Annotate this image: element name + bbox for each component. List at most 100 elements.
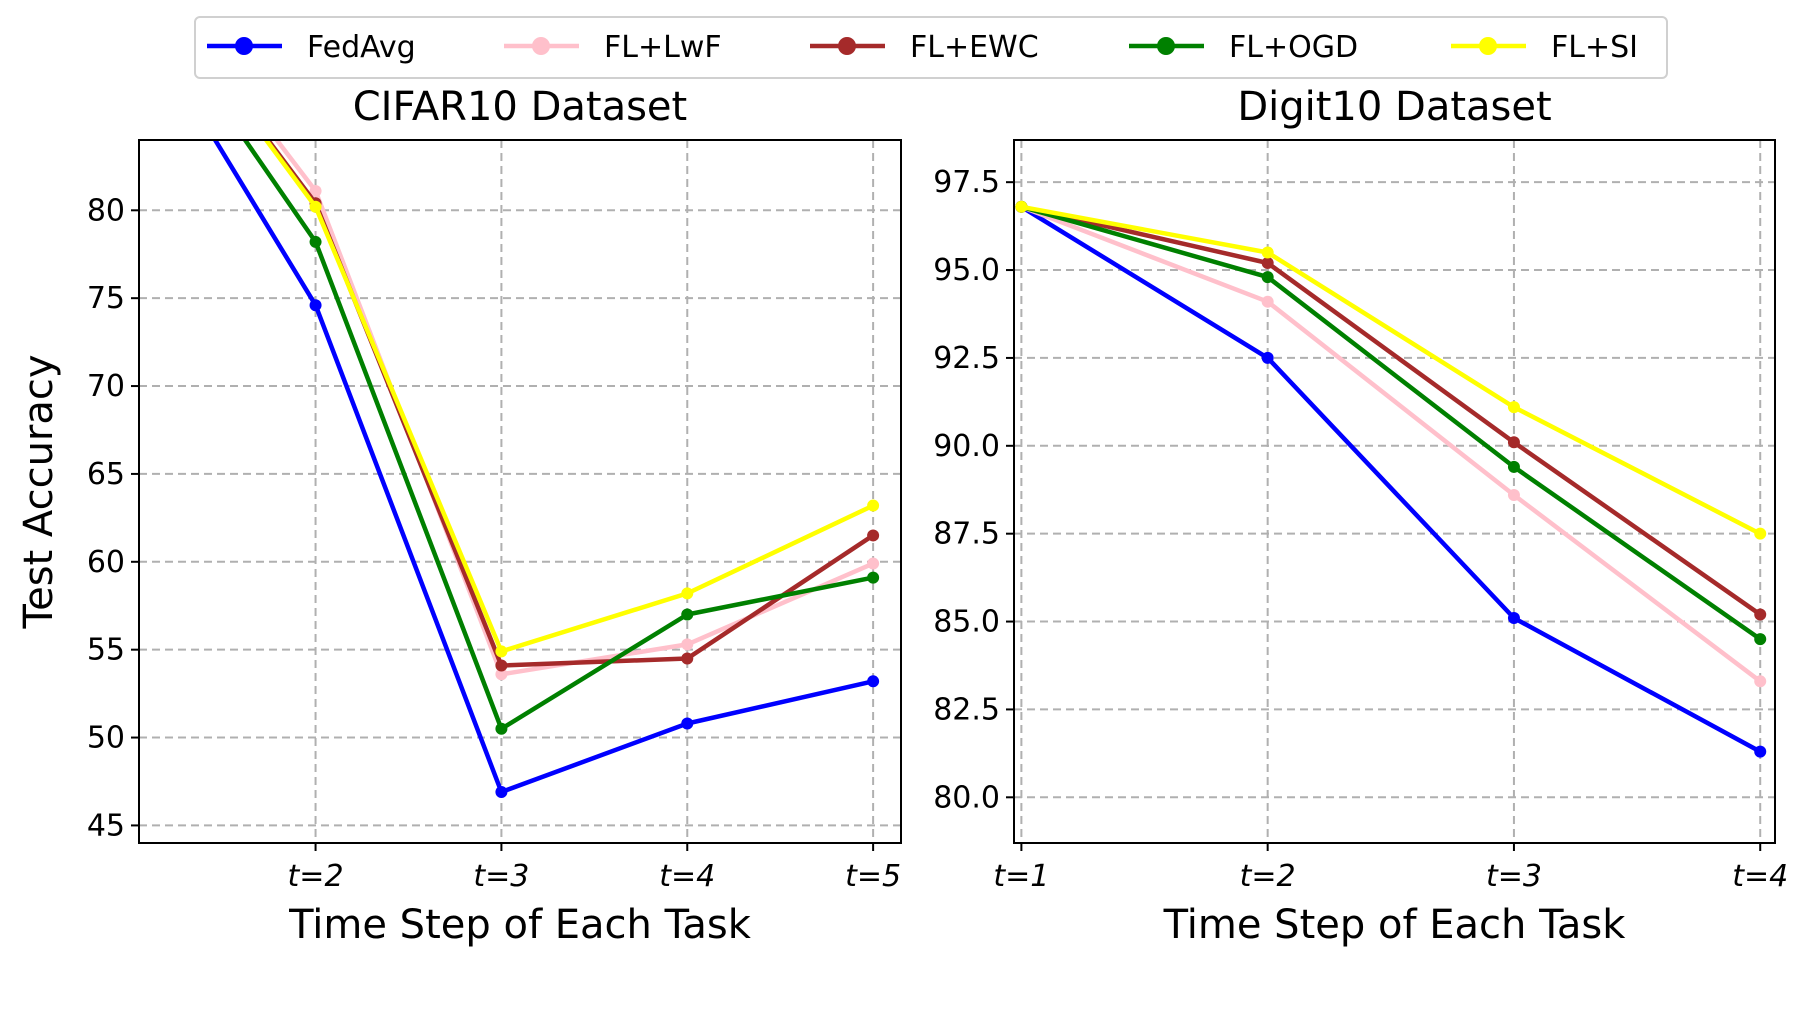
y-tick-label: 95.0 — [933, 253, 1000, 288]
data-point-fl-lwf — [495, 668, 508, 681]
data-point-fl-ogd — [681, 608, 694, 621]
data-point-fl-lwf — [681, 638, 694, 651]
data-point-fl-si — [867, 499, 880, 512]
data-point-fl-ewc — [1507, 436, 1520, 449]
series-fl-si — [1015, 200, 1767, 540]
y-tick-label: 97.5 — [933, 165, 1000, 200]
series-fl-si — [263, 140, 880, 658]
series-fl-ogd — [242, 140, 880, 735]
legend-swatch-marker — [235, 37, 253, 55]
x-axis: t=1 t=2 t=3 t=4 — [993, 843, 1788, 894]
series-line-fl-ogd — [1020, 204, 1762, 641]
legend-label: FL+SI — [1551, 30, 1638, 65]
data-point-fl-ewc — [1261, 257, 1274, 270]
plot-frame — [1013, 139, 1776, 844]
y-tick-label: 75 — [87, 281, 125, 316]
y-tick-label: 45 — [87, 808, 125, 843]
y-tick-label: 70 — [87, 369, 125, 404]
series-line-fedavg — [1020, 204, 1762, 754]
data-point-fl-lwf — [1261, 295, 1274, 308]
data-point-fl-ogd — [1261, 271, 1274, 284]
legend-swatch-marker — [838, 37, 856, 55]
panel-title: Digit10 Dataset — [1237, 84, 1551, 130]
data-point-fl-lwf — [867, 557, 880, 570]
data-point-fedavg — [309, 299, 322, 312]
data-point-fl-si — [1015, 200, 1028, 213]
data-point-fedavg — [681, 717, 694, 730]
legend: FedAvg FL+LwF FL+EWC FL+OGD FL+SI — [194, 16, 1668, 79]
data-point-fl-si — [1261, 246, 1274, 259]
y-tick-label: 80.0 — [933, 780, 1000, 815]
data-point-fl-si — [1507, 401, 1520, 414]
data-point-fedavg — [124, 0, 136, 5]
y-tick-label: 55 — [87, 633, 125, 668]
y-axis: 45 50 55 60 65 70 75 80 — [87, 193, 139, 843]
data-point-fl-ogd — [867, 571, 880, 584]
data-point-fl-lwf — [1507, 489, 1520, 502]
y-axis: 80.0 82.5 85.0 87.5 90.0 92.5 95.0 97.5 — [933, 165, 1014, 815]
x-tick-label: t=4 — [659, 859, 715, 894]
data-point-fl-ogd — [1754, 633, 1767, 646]
cifar10-panel: 45 50 55 60 65 70 75 80 t=2 t=3 t=4 t=5 CIFAR10 Data… — [16, 0, 902, 948]
data-point-fl-si — [1754, 527, 1767, 540]
data-point-fl-ewc — [1754, 608, 1767, 621]
plot-area — [124, 0, 880, 799]
x-tick-label: t=2 — [1240, 859, 1296, 894]
y-tick-label: 87.5 — [933, 517, 1000, 552]
series-fl-ewc — [1015, 200, 1767, 621]
legend-entry-fl-ewc: FL+EWC — [810, 30, 1039, 65]
legend-label: FL+EWC — [910, 30, 1039, 65]
data-point-fedavg — [1261, 351, 1274, 364]
y-tick-label: 82.5 — [933, 692, 1000, 727]
x-axis-title: Time Step of Each Task — [288, 902, 752, 948]
legend-entry-fedavg: FedAvg — [207, 30, 416, 65]
y-tick-label: 60 — [87, 545, 125, 580]
y-tick-label: 65 — [87, 457, 125, 492]
legend-label: FL+OGD — [1229, 30, 1358, 65]
series-line-fl-ewc — [1020, 204, 1762, 617]
plot-frame — [138, 139, 902, 844]
data-point-fl-lwf — [1754, 675, 1767, 688]
y-tick-label: 80 — [87, 193, 125, 228]
data-point-fedavg — [1754, 745, 1767, 758]
legend-entry-fl-si: FL+SI — [1451, 30, 1638, 65]
series-fl-ewc — [265, 140, 880, 672]
x-axis: t=2 t=3 t=4 t=5 — [288, 843, 901, 894]
y-tick-label: 92.5 — [933, 341, 1000, 376]
legend-swatch-marker — [532, 37, 550, 55]
legend-entry-fl-lwf: FL+LwF — [504, 30, 722, 65]
series-fedavg — [124, 0, 880, 799]
y-tick-label: 50 — [87, 721, 125, 756]
data-point-fl-ogd — [309, 235, 322, 248]
legend-entry-fl-ogd: FL+OGD — [1129, 30, 1358, 65]
legend-swatch-marker — [1157, 37, 1175, 55]
plot-area — [1015, 200, 1767, 758]
legend-label: FedAvg — [307, 30, 416, 65]
data-point-fl-ewc — [681, 652, 694, 665]
data-point-fl-ogd — [495, 722, 508, 735]
x-tick-label: t=4 — [1732, 859, 1788, 894]
data-point-fl-si — [309, 200, 322, 213]
data-point-fl-ewc — [495, 659, 508, 672]
panel-title: CIFAR10 Dataset — [353, 84, 687, 130]
y-tick-label: 90.0 — [933, 429, 1000, 464]
data-point-fl-lwf — [309, 184, 322, 197]
y-tick-label: 85.0 — [933, 605, 1000, 640]
legend-frame — [194, 16, 1668, 79]
data-point-fl-ewc — [867, 529, 880, 542]
x-tick-label: t=2 — [288, 859, 344, 894]
series-fl-ogd — [1015, 200, 1767, 646]
x-tick-label: t=3 — [473, 859, 529, 894]
legend-swatch-marker — [1479, 37, 1497, 55]
y-axis-title: Test Accuracy — [16, 354, 62, 629]
x-tick-label: t=1 — [993, 859, 1049, 894]
data-point-fl-si — [681, 587, 694, 600]
data-point-fl-ogd — [1507, 460, 1520, 473]
x-tick-label: t=3 — [1486, 859, 1542, 894]
digit10-panel: 80.082.585.087.590.092.595.097.5t=1 t=2 t=… — [933, 84, 1788, 948]
data-point-fedavg — [867, 675, 880, 688]
data-point-fl-si — [495, 645, 508, 658]
grid — [139, 140, 901, 843]
x-axis-title: Time Step of Each Task — [1163, 902, 1627, 948]
